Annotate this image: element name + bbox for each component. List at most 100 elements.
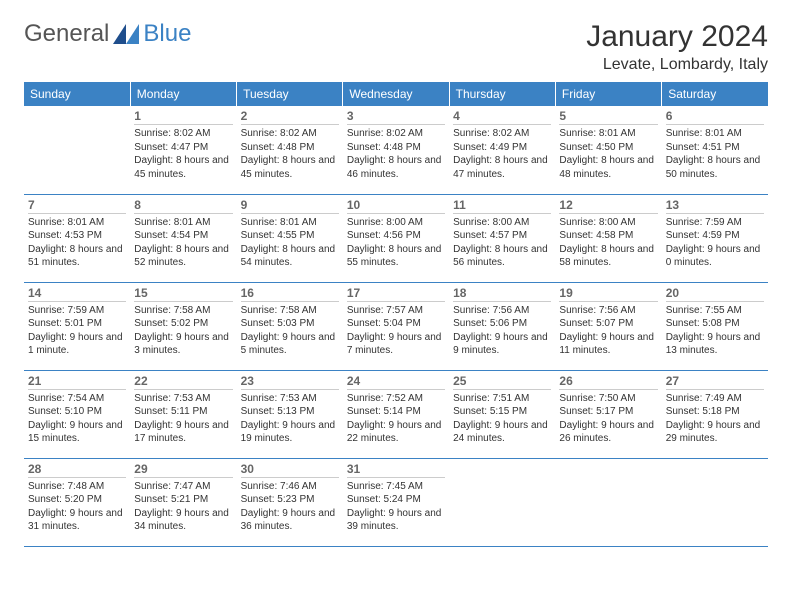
calendar-cell: 10 Sunrise: 8:00 AMSunset: 4:56 PMDayligh…	[343, 194, 449, 282]
sunrise-text: Sunrise: 7:59 AM	[666, 216, 764, 230]
sunrise-text: Sunrise: 7:55 AM	[666, 304, 764, 318]
sunset-text: Sunset: 4:49 PM	[453, 141, 551, 155]
calendar-cell: 30Sunrise: 7:46 AMSunset: 5:23 PMDayligh…	[237, 458, 343, 546]
sunset-text: Sunset: 5:18 PM	[666, 405, 764, 419]
calendar-table: Sunday Monday Tuesday Wednesday Thursday…	[24, 82, 768, 547]
sunset-text: Sunset: 5:02 PM	[134, 317, 232, 331]
calendar-cell: 31Sunrise: 7:45 AMSunset: 5:24 PMDayligh…	[343, 458, 449, 546]
daylight-text: Daylight: 9 hours and 39 minutes.	[347, 507, 445, 534]
sunrise-text: Sunrise: 8:00 AM	[347, 216, 445, 230]
sunrise-text: Sunrise: 8:01 AM	[666, 127, 764, 141]
sunset-text: Sunset: 5:17 PM	[559, 405, 657, 419]
sunset-text: Sunset: 5:24 PM	[347, 493, 445, 507]
calendar-cell: 2Sunrise: 8:02 AMSunset: 4:48 PMDaylight…	[237, 106, 343, 194]
day-number: 5	[559, 109, 657, 125]
day-number: 3	[347, 109, 445, 125]
daylight-text: Daylight: 8 hours and 56 minutes.	[453, 243, 551, 270]
sunrise-text: Sunrise: 8:00 AM	[453, 216, 551, 230]
day-header: Wednesday	[343, 82, 449, 106]
sunrise-text: Sunrise: 7:54 AM	[28, 392, 126, 406]
daylight-text: Daylight: 9 hours and 22 minutes.	[347, 419, 445, 446]
calendar-cell: 5Sunrise: 8:01 AMSunset: 4:50 PMDaylight…	[555, 106, 661, 194]
calendar-cell: 7Sunrise: 8:01 AMSunset: 4:53 PMDaylight…	[24, 194, 130, 282]
sunrise-text: Sunrise: 8:02 AM	[241, 127, 339, 141]
logo-text-general: General	[24, 20, 109, 48]
calendar-cell: 28Sunrise: 7:48 AMSunset: 5:20 PMDayligh…	[24, 458, 130, 546]
daylight-text: Daylight: 8 hours and 46 minutes.	[347, 154, 445, 181]
daylight-text: Daylight: 8 hours and 50 minutes.	[666, 154, 764, 181]
sunrise-text: Sunrise: 7:53 AM	[134, 392, 232, 406]
daylight-text: Daylight: 9 hours and 5 minutes.	[241, 331, 339, 358]
calendar-cell: 6Sunrise: 8:01 AMSunset: 4:51 PMDaylight…	[662, 106, 768, 194]
day-number: 10	[347, 198, 445, 214]
daylight-text: Daylight: 8 hours and 52 minutes.	[134, 243, 232, 270]
sunset-text: Sunset: 4:55 PM	[241, 229, 339, 243]
sunset-text: Sunset: 5:03 PM	[241, 317, 339, 331]
day-number: 13	[666, 198, 764, 214]
daylight-text: Daylight: 8 hours and 55 minutes.	[347, 243, 445, 270]
calendar-cell: 26 Sunrise: 7:50 AMSunset: 5:17 PMDayligh…	[555, 370, 661, 458]
sunrise-text: Sunrise: 8:02 AM	[134, 127, 232, 141]
daylight-text: Daylight: 9 hours and 24 minutes.	[453, 419, 551, 446]
calendar-cell	[24, 106, 130, 194]
calendar-cell: 21Sunrise: 7:54 AMSunset: 5:10 PMDayligh…	[24, 370, 130, 458]
calendar-cell: 12Sunrise: 8:00 AMSunset: 4:58 PMDayligh…	[555, 194, 661, 282]
day-number: 4	[453, 109, 551, 125]
daylight-text: Daylight: 9 hours and 29 minutes.	[666, 419, 764, 446]
logo-mark-icon	[113, 24, 139, 44]
calendar-cell: 15Sunrise: 7:58 AMSunset: 5:02 PMDayligh…	[130, 282, 236, 370]
sunset-text: Sunset: 4:47 PM	[134, 141, 232, 155]
sunset-text: Sunset: 4:57 PM	[453, 229, 551, 243]
calendar-cell: 3Sunrise: 8:02 AMSunset: 4:48 PMDaylight…	[343, 106, 449, 194]
daylight-text: Daylight: 9 hours and 1 minute.	[28, 331, 126, 358]
sunset-text: Sunset: 5:10 PM	[28, 405, 126, 419]
calendar-cell: 25Sunrise: 7:51 AMSunset: 5:15 PMDayligh…	[449, 370, 555, 458]
calendar-cell: 9Sunrise: 8:01 AMSunset: 4:55 PMDaylight…	[237, 194, 343, 282]
sunset-text: Sunset: 5:20 PM	[28, 493, 126, 507]
day-number: 8	[134, 198, 232, 214]
calendar-cell: 23Sunrise: 7:53 AMSunset: 5:13 PMDayligh…	[237, 370, 343, 458]
location: Levate, Lombardy, Italy	[586, 56, 768, 74]
sunrise-text: Sunrise: 8:02 AM	[453, 127, 551, 141]
sunset-text: Sunset: 4:51 PM	[666, 141, 764, 155]
sunrise-text: Sunrise: 7:58 AM	[134, 304, 232, 318]
day-number: 29	[134, 462, 232, 478]
day-number: 25	[453, 374, 551, 390]
logo-text-blue: Blue	[143, 20, 191, 48]
page-header: General Blue January 2024 Levate, Lombar…	[24, 20, 768, 74]
sunrise-text: Sunrise: 8:01 AM	[559, 127, 657, 141]
sunrise-text: Sunrise: 7:56 AM	[453, 304, 551, 318]
daylight-text: Daylight: 9 hours and 26 minutes.	[559, 419, 657, 446]
calendar-cell	[449, 458, 555, 546]
day-number: 14	[28, 286, 126, 302]
day-number: 20	[666, 286, 764, 302]
day-header: Thursday	[449, 82, 555, 106]
sunset-text: Sunset: 5:14 PM	[347, 405, 445, 419]
daylight-text: Daylight: 9 hours and 31 minutes.	[28, 507, 126, 534]
daylight-text: Daylight: 9 hours and 36 minutes.	[241, 507, 339, 534]
day-header: Tuesday	[237, 82, 343, 106]
logo: General Blue	[24, 20, 191, 48]
day-number: 26	[559, 374, 657, 390]
sunrise-text: Sunrise: 7:50 AM	[559, 392, 657, 406]
day-number: 9	[241, 198, 339, 214]
daylight-text: Daylight: 8 hours and 47 minutes.	[453, 154, 551, 181]
day-header: Saturday	[662, 82, 768, 106]
calendar-cell	[555, 458, 661, 546]
daylight-text: Daylight: 9 hours and 9 minutes.	[453, 331, 551, 358]
calendar-cell: 16Sunrise: 7:58 AMSunset: 5:03 PMDayligh…	[237, 282, 343, 370]
sunset-text: Sunset: 4:56 PM	[347, 229, 445, 243]
daylight-text: Daylight: 9 hours and 3 minutes.	[134, 331, 232, 358]
day-number: 27	[666, 374, 764, 390]
calendar-cell: 22Sunrise: 7:53 AMSunset: 5:11 PMDayligh…	[130, 370, 236, 458]
calendar-cell: 13Sunrise: 7:59 AMSunset: 4:59 PMDayligh…	[662, 194, 768, 282]
sunrise-text: Sunrise: 7:56 AM	[559, 304, 657, 318]
calendar-cell: 14Sunrise: 7:59 AMSunset: 5:01 PMDayligh…	[24, 282, 130, 370]
day-number: 24	[347, 374, 445, 390]
daylight-text: Daylight: 8 hours and 45 minutes.	[241, 154, 339, 181]
sunset-text: Sunset: 4:48 PM	[347, 141, 445, 155]
calendar-cell: 27Sunrise: 7:49 AMSunset: 5:18 PMDayligh…	[662, 370, 768, 458]
daylight-text: Daylight: 8 hours and 58 minutes.	[559, 243, 657, 270]
calendar-cell: 1Sunrise: 8:02 AMSunset: 4:47 PMDaylight…	[130, 106, 236, 194]
day-number: 17	[347, 286, 445, 302]
